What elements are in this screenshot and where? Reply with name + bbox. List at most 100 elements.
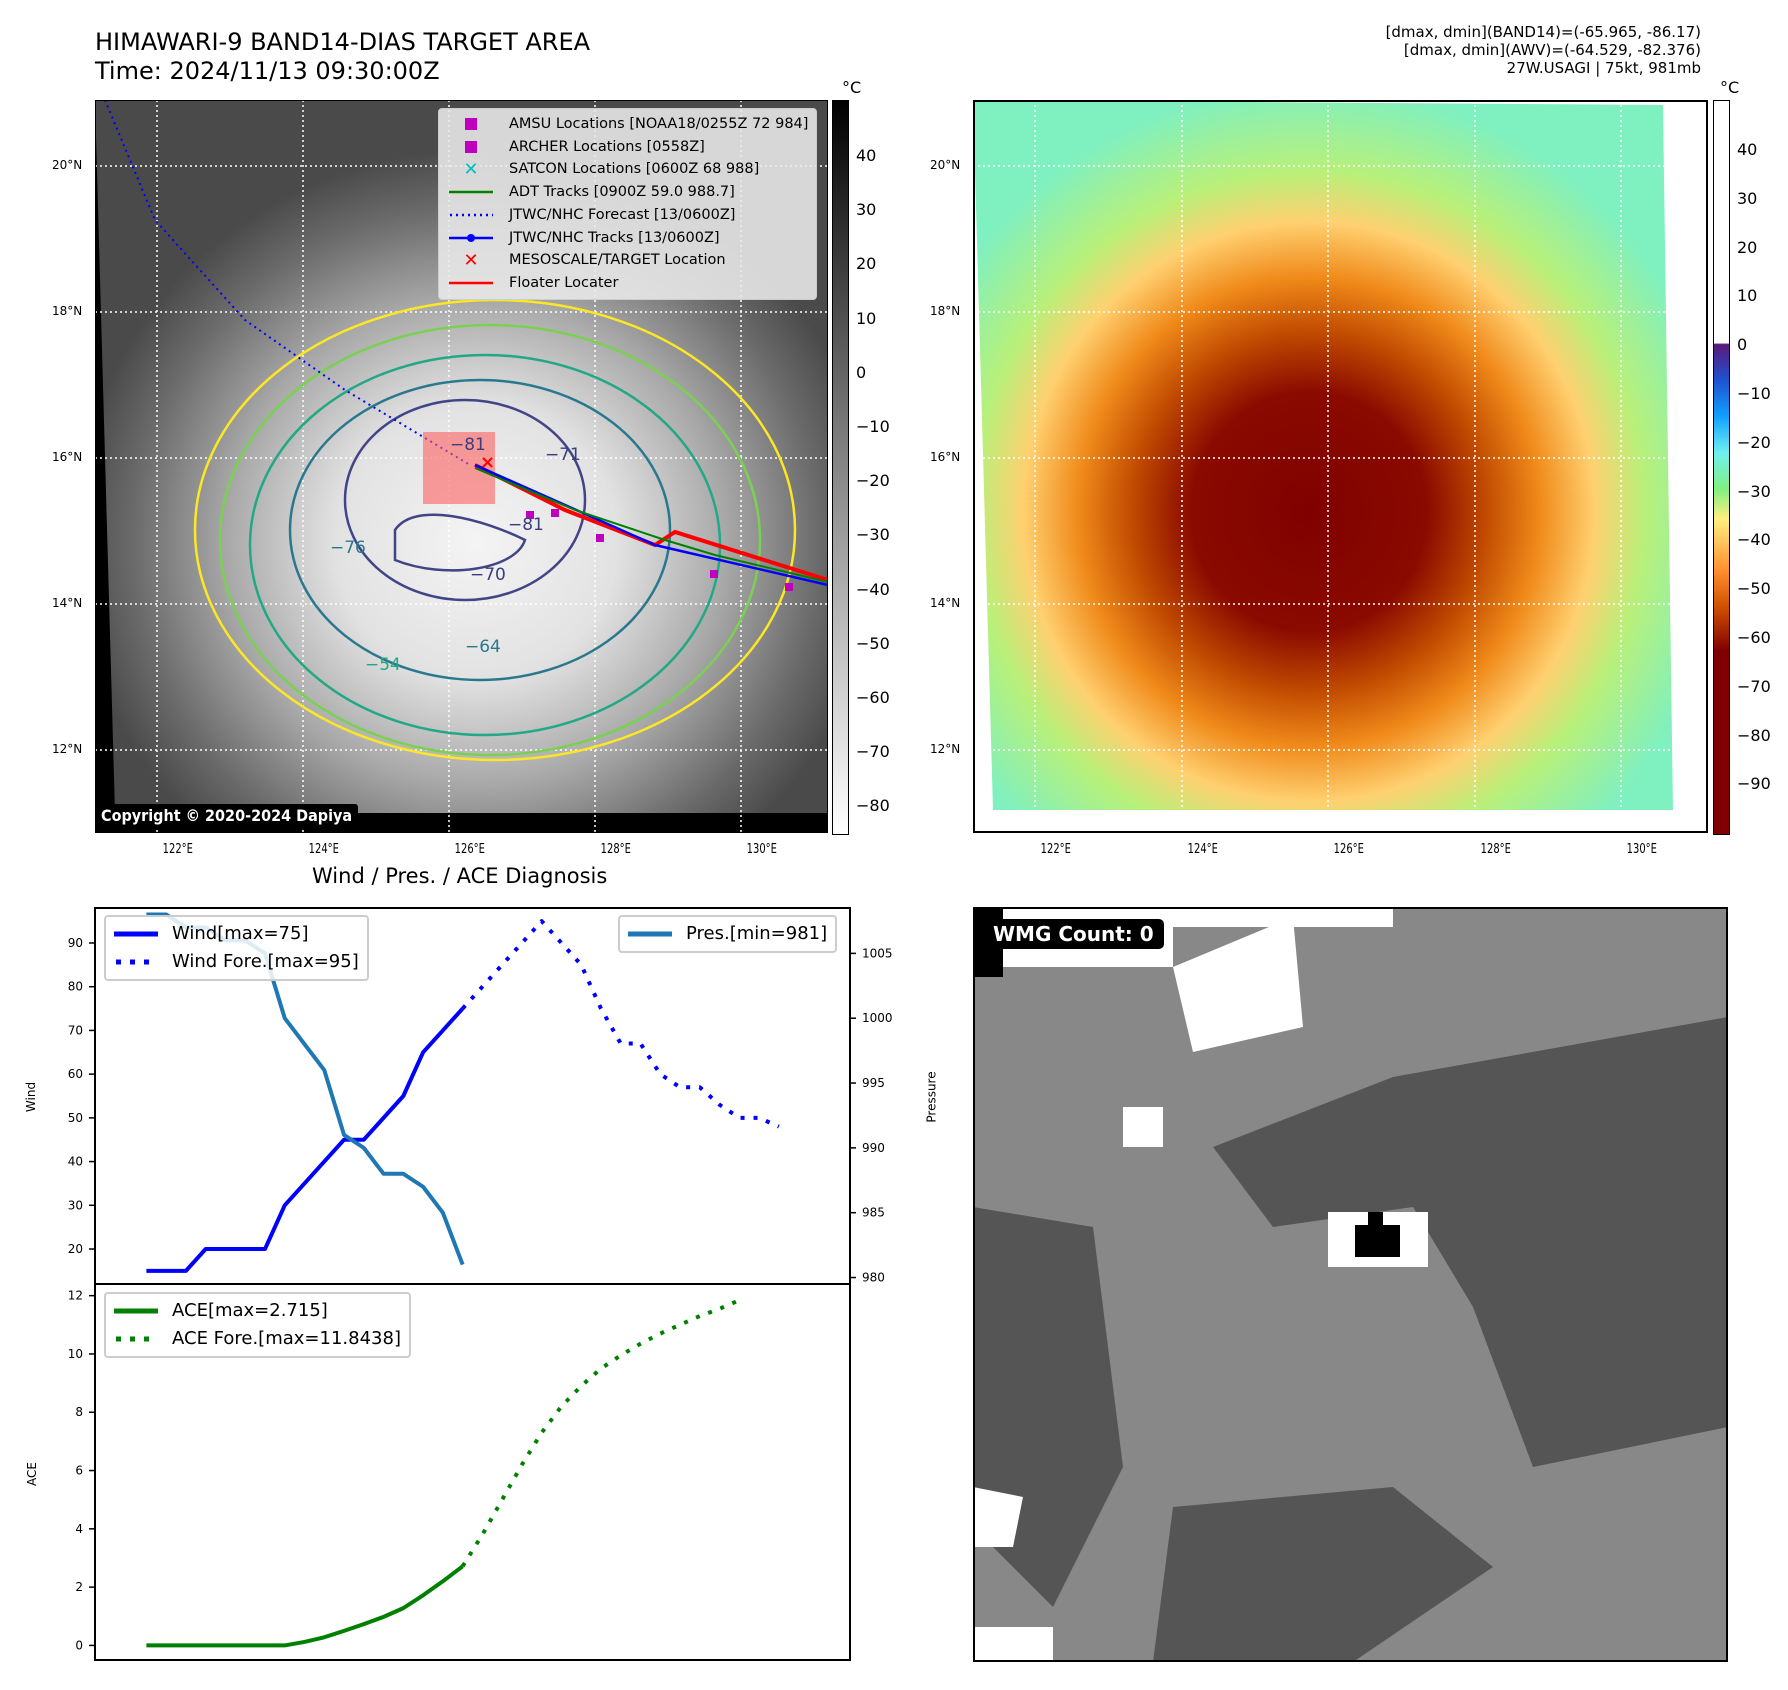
wind-ytick-label: 20 xyxy=(68,1242,83,1256)
enhanced-map-frame xyxy=(973,100,1708,833)
jtwc-forecast-track xyxy=(104,100,471,466)
colorbar-tick: −70 xyxy=(1737,676,1771,696)
ace-ytick-label: 0 xyxy=(75,1638,83,1652)
colorbar-tick: 10 xyxy=(1737,286,1758,306)
ir-colorbar-unit: °C xyxy=(842,78,862,97)
wind-ytick-label: 80 xyxy=(68,980,83,994)
lat-tick: 16°N xyxy=(930,450,961,464)
colorbar-tick: −50 xyxy=(856,633,890,653)
colorbar-tick: −30 xyxy=(1737,481,1771,501)
enhanced-map-canvas xyxy=(973,100,1708,833)
lat-tick: 20°N xyxy=(930,158,961,172)
legend-symbol-icon xyxy=(447,141,495,154)
legend-label: JTWC/NHC Forecast [13/0600Z] xyxy=(509,206,736,223)
ace-forecast-series-line xyxy=(460,1298,741,1568)
ace-axis-label: ACE xyxy=(24,1462,39,1486)
legend-item: ARCHER Locations [0558Z] xyxy=(447,136,808,159)
storm-info: 27W.USAGI | 75kt, 981mb xyxy=(1506,59,1701,77)
lat-tick: 14°N xyxy=(52,596,83,610)
amsu-archer-markers xyxy=(526,509,793,591)
lat-tick: 16°N xyxy=(52,450,83,464)
colorbar-tick: −70 xyxy=(856,742,890,762)
copyright-label: Copyright © 2020-2024 Dapiya xyxy=(95,804,359,827)
figure-time: Time: 2024/11/13 09:30:00Z xyxy=(95,57,440,85)
colorbar-tick: −60 xyxy=(856,688,890,707)
lon-tick: 124°E xyxy=(1187,842,1218,857)
pressure-ytick-label: 990 xyxy=(862,1141,885,1155)
legend-label: SATCON Locations [0600Z 68 988] xyxy=(509,161,760,178)
ace-ytick-label: 8 xyxy=(75,1405,83,1419)
legend-label: AMSU Locations [NOAA18/0255Z 72 984] xyxy=(509,116,809,132)
ir-colorbar xyxy=(832,100,849,835)
figure-title: HIMAWARI-9 BAND14-DIAS TARGET AREA xyxy=(95,28,591,56)
legend-wind-forecast: Wind Fore.[max=95] xyxy=(116,951,359,972)
wind-ytick-label: 40 xyxy=(68,1155,83,1169)
legend-label: Floater Locater xyxy=(509,274,619,291)
lat-tick: 12°N xyxy=(930,742,961,756)
wind-ytick-label: 90 xyxy=(68,936,83,950)
lon-tick: 124°E xyxy=(308,842,339,857)
wmg-panel: WMG Count: 0 xyxy=(973,907,1728,1662)
pressure-ytick-label: 1000 xyxy=(862,1011,893,1025)
ir-map-legend: AMSU Locations [NOAA18/0255Z 72 984] ARCH… xyxy=(438,108,818,300)
colorbar-tick: 30 xyxy=(1737,188,1758,208)
svg-text:−70: −70 xyxy=(470,565,506,585)
lon-tick: 126°E xyxy=(1333,842,1364,857)
pressure-ytick-label: 995 xyxy=(862,1076,885,1090)
enhanced-gridlines xyxy=(973,100,1708,833)
legend-item: JTWC/NHC Forecast [13/0600Z] xyxy=(447,204,808,227)
wmg-frame xyxy=(973,907,1728,1662)
legend-label: ADT Tracks [0900Z 59.0 988.7] xyxy=(509,184,735,201)
lon-tick: 128°E xyxy=(1480,842,1511,857)
enhanced-colorbar-unit: °C xyxy=(1720,78,1740,97)
legend-item: AMSU Locations [NOAA18/0255Z 72 984] xyxy=(447,113,808,136)
adt-track xyxy=(474,467,828,583)
ir-map-frame xyxy=(95,100,828,833)
contour-labels: −81 −81 −76 −70 −64 −54 −71 xyxy=(330,435,581,675)
legend-label: JTWC/NHC Tracks [13/0600Z] xyxy=(509,229,720,246)
colorbar-tick: −90 xyxy=(1737,774,1771,794)
awv-range: [dmax, dmin](AWV)=(-64.529, -82.376) xyxy=(1403,41,1701,59)
svg-text:−81: −81 xyxy=(450,435,486,455)
ace-legend: ACE[max=2.715] ACE Fore.[max=11.8438] xyxy=(104,1292,411,1358)
ace-ytick-label: 12 xyxy=(68,1289,83,1303)
chart-title: Wind / Pres. / ACE Diagnosis xyxy=(312,864,608,888)
ace-series-line xyxy=(146,1564,464,1648)
ace-ytick-label: 4 xyxy=(75,1522,83,1536)
wind-pres-ace-chart: 20 30 40 50 60 70 80 90 980 985 990 995 1000 1005 0 2 4 6… xyxy=(68,907,893,1661)
legend-label: ARCHER Locations [0558Z] xyxy=(509,138,705,155)
band14-range: [dmax, dmin](BAND14)=(-65.965, -86.17) xyxy=(1385,23,1701,41)
colorbar-tick: 0 xyxy=(856,362,867,382)
legend-item: ✕ SATCON Locations [0600Z 68 988] xyxy=(447,158,808,181)
ace-ytick-label: 2 xyxy=(75,1580,83,1594)
wind-series-line xyxy=(146,1007,465,1273)
legend-item: ✕ MESOSCALE/TARGET Location xyxy=(447,249,808,272)
legend-pressure: Pres.[min=981] xyxy=(628,923,828,944)
wind-forecast-series-line xyxy=(461,919,780,1129)
colorbar-tick: −40 xyxy=(856,579,890,599)
wind-legend: Wind[max=75] Wind Fore.[max=95] xyxy=(104,915,369,981)
target-marker: × xyxy=(480,452,495,473)
svg-text:−64: −64 xyxy=(465,637,501,657)
pressure-axis-label: Pressure xyxy=(924,1071,939,1123)
lon-tick: 122°E xyxy=(1040,842,1071,857)
lon-tick: 130°E xyxy=(1626,842,1657,857)
legend-item: JTWC/NHC Tracks [13/0600Z] xyxy=(447,227,808,250)
ace-axes-frame xyxy=(94,1283,851,1661)
svg-text:−54: −54 xyxy=(365,655,401,675)
lon-tick: 128°E xyxy=(600,842,631,857)
wind-ytick-label: 30 xyxy=(68,1198,83,1212)
colorbar-tick: −50 xyxy=(1737,579,1771,599)
legend-symbol-icon xyxy=(447,212,495,218)
legend-ace: ACE[max=2.715] xyxy=(114,1300,328,1321)
colorbar-tick: −20 xyxy=(1737,432,1771,452)
legend-symbol-icon xyxy=(447,280,495,286)
lon-tick: 122°E xyxy=(162,842,193,857)
legend-item: ADT Tracks [0900Z 59.0 988.7] xyxy=(447,181,808,204)
legend-symbol-icon xyxy=(447,233,495,243)
pressure-legend: Pres.[min=981] xyxy=(618,915,838,953)
ace-ytick-label: 10 xyxy=(68,1347,83,1361)
pressure-ytick-label: 980 xyxy=(862,1271,885,1285)
wind-axis-label: Wind xyxy=(24,1081,39,1113)
lat-tick: 14°N xyxy=(930,596,961,610)
